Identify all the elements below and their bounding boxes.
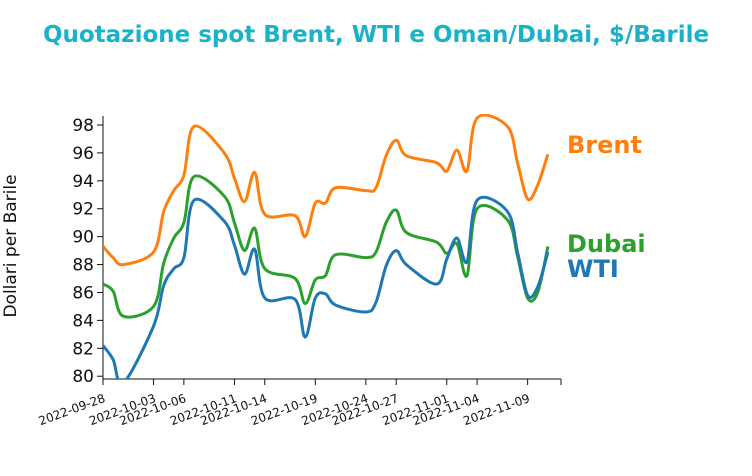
- y-tick-label: 94: [72, 172, 94, 192]
- series-label-wti: WTI: [567, 255, 619, 283]
- y-tick-label: 80: [72, 367, 94, 387]
- y-tick-label: 92: [72, 200, 94, 220]
- series-label-brent: Brent: [567, 131, 642, 159]
- series-line-wti: [103, 195, 550, 379]
- y-tick-label: 86: [72, 283, 94, 303]
- y-tick-label: 90: [72, 228, 94, 248]
- series-line-brent: [103, 114, 550, 267]
- chart-title: Quotazione spot Brent, WTI e Oman/Dubai,…: [42, 22, 710, 48]
- y-tick-label: 82: [72, 339, 94, 359]
- series-lines: [103, 114, 550, 379]
- series-label-dubai: Dubai: [567, 230, 646, 258]
- y-tick-label: 98: [72, 116, 94, 136]
- y-tick-label: 88: [72, 256, 94, 276]
- y-tick-label: 96: [72, 144, 94, 164]
- y-axis: 80 82 84 86 88 90 92 94 96 98: [72, 116, 104, 387]
- x-axis: 2022-09-282022-10-032022-10-062022-10-11…: [37, 378, 562, 428]
- y-axis-label: Dollari per Barile: [1, 174, 21, 317]
- y-tick-label: 84: [72, 311, 94, 331]
